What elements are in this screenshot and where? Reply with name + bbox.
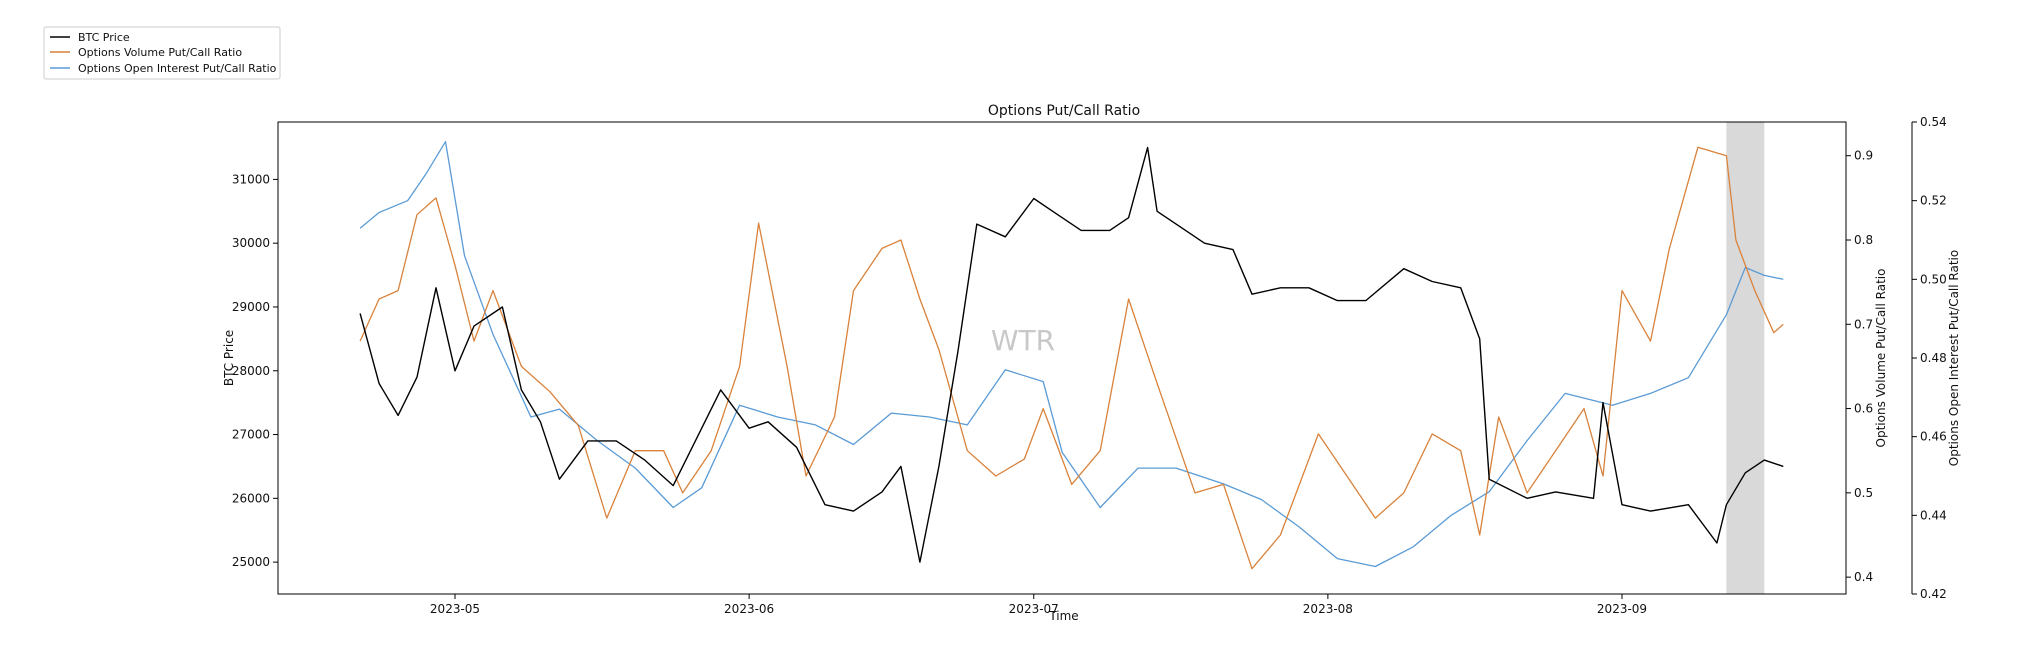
series-line-btc-price	[359, 146, 1784, 563]
legend-box	[43, 26, 281, 80]
oi-tick-label: 0.44	[1920, 508, 1947, 522]
oi-tick-label: 0.54	[1920, 115, 1947, 129]
legend-label-oi-ratio: Options Open Interest Put/Call Ratio	[78, 62, 277, 75]
x-tick-label: 2023-05	[430, 602, 480, 616]
left-tick-label: 30000	[232, 236, 270, 250]
x-tick-label: 2023-06	[724, 602, 774, 616]
series-line-options-open-interest-put-call-ratio	[359, 141, 1784, 568]
oi-tick-label: 0.52	[1920, 194, 1947, 208]
series-line-options-volume-put-call-ratio	[359, 146, 1784, 570]
plot-frame	[277, 121, 1847, 595]
volume-tick-label: 0.7	[1854, 317, 1873, 331]
left-tick-label: 31000	[232, 172, 270, 186]
x-tick-label: 2023-07	[1009, 602, 1059, 616]
oi-tick-label: 0.50	[1920, 272, 1947, 286]
volume-tick-label: 0.5	[1854, 486, 1873, 500]
legend-label-volume-ratio: Options Volume Put/Call Ratio	[78, 46, 242, 59]
watermark-text: WTR	[991, 324, 1055, 357]
chart-title: Options Put/Call Ratio	[988, 103, 1140, 119]
shaded-region	[1726, 122, 1765, 594]
left-tick-label: 27000	[232, 428, 270, 442]
left-tick-label: 25000	[232, 555, 270, 569]
oi-tick-label: 0.48	[1920, 351, 1947, 365]
legend: BTC Price Options Volume Put/Call Ratio …	[43, 26, 281, 80]
x-axis-label: Time	[1048, 609, 1078, 623]
left-tick-label: 26000	[232, 491, 270, 505]
volume-tick-label: 0.9	[1854, 149, 1873, 163]
right-y-axis-open-interest: 0.42 0.44 0.46 0.48 0.50 0.52 0.54	[1912, 115, 1947, 601]
oi-tick-label: 0.46	[1920, 430, 1947, 444]
left-tick-label: 28000	[232, 364, 270, 378]
x-tick-label: 2023-09	[1597, 602, 1647, 616]
right-y-axis-volume-label: Options Volume Put/Call Ratio	[1874, 269, 1888, 448]
x-tick-label: 2023-08	[1303, 602, 1353, 616]
volume-tick-label: 0.6	[1854, 402, 1873, 416]
plot-background	[278, 122, 1846, 594]
right-y-axis-oi-label: Options Open Interest Put/Call Ratio	[1947, 250, 1961, 466]
left-y-axis-label: BTC Price	[222, 330, 236, 386]
right-y-axis-volume: 0.4 0.5 0.6 0.7 0.8 0.9	[1846, 149, 1873, 584]
volume-tick-label: 0.4	[1854, 570, 1873, 584]
oi-tick-label: 0.42	[1920, 587, 1947, 601]
left-y-axis: 25000 26000 27000 28000 29000 30000 31000	[232, 172, 278, 569]
left-tick-label: 29000	[232, 300, 270, 314]
x-axis: 2023-05 2023-06 2023-07 2023-08 2023-09	[430, 594, 1647, 616]
volume-tick-label: 0.8	[1854, 233, 1873, 247]
legend-label-btc-price: BTC Price	[78, 31, 130, 44]
series-lines	[359, 141, 1784, 570]
